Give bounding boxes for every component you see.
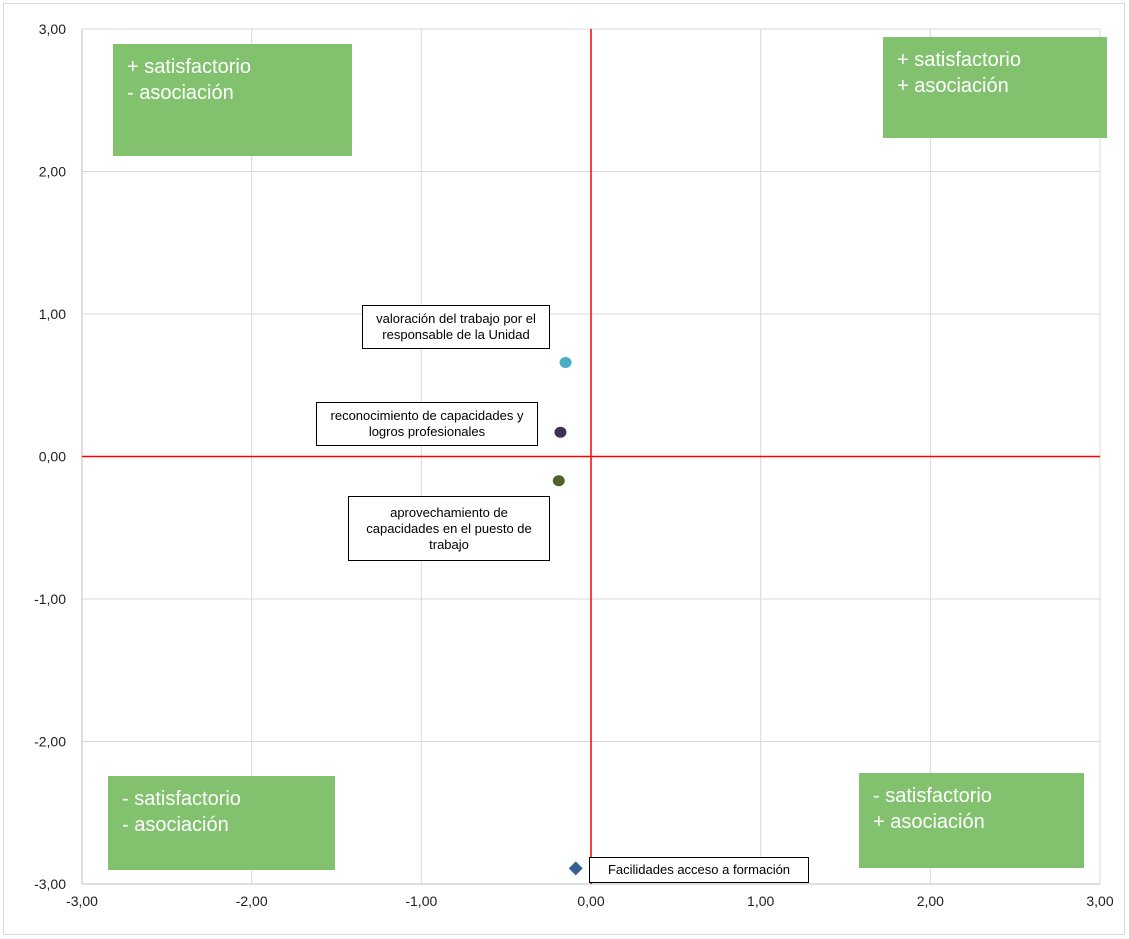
quadrant-bottom-left: - satisfactorio - asociación [108, 776, 335, 870]
data-point-1 [554, 427, 566, 438]
quadrant-bottom-left-line-1: - satisfactorio [122, 786, 321, 812]
quadrant-top-left-line-1: + satisfactorio [127, 54, 338, 80]
y-tick-label: -3,00 [34, 876, 66, 892]
quadrant-bottom-right: - satisfactorio + asociación [859, 773, 1084, 868]
point-label-facilidades: Facilidades acceso a formación [589, 857, 809, 883]
quadrant-bottom-left-line-2: - asociación [122, 812, 321, 838]
reference-lines [82, 29, 1100, 884]
quadrant-top-left-line-2: - asociación [127, 80, 338, 106]
y-tick-labels: 3,00 2,00 1,00 0,00 -1,00 -2,00 -3,00 [34, 21, 66, 892]
data-point-3 [569, 861, 583, 875]
x-tick-label: 2,00 [917, 893, 944, 909]
y-tick-label: 1,00 [39, 306, 66, 322]
x-tick-label: 0,00 [577, 893, 604, 909]
quadrant-bottom-right-line-1: - satisfactorio [873, 783, 1070, 809]
x-tick-label: -1,00 [405, 893, 437, 909]
x-tick-label: 1,00 [747, 893, 774, 909]
point-label-reconocimiento: reconocimiento de capacidades y logros p… [316, 402, 538, 446]
y-tick-label: -2,00 [34, 734, 66, 750]
point-label-aprovechamiento: aprovechamiento de capacidades en el pue… [348, 496, 550, 561]
point-label-valoracion: valoración del trabajo por el responsabl… [362, 305, 550, 349]
y-tick-label: 0,00 [39, 449, 66, 465]
quadrant-top-right: + satisfactorio + asociación [883, 37, 1107, 138]
quadrant-top-left: + satisfactorio - asociación [113, 44, 352, 156]
y-tick-label: 3,00 [39, 21, 66, 37]
data-points [553, 357, 583, 875]
x-tick-label: -2,00 [236, 893, 268, 909]
x-tick-label: 3,00 [1086, 893, 1113, 909]
quadrant-top-right-line-2: + asociación [897, 73, 1093, 99]
quadrant-bottom-right-line-2: + asociación [873, 809, 1070, 835]
quadrant-top-right-line-1: + satisfactorio [897, 47, 1093, 73]
x-tick-label: -3,00 [66, 893, 98, 909]
y-tick-label: -1,00 [34, 591, 66, 607]
data-point-2 [553, 475, 565, 486]
data-point-0 [560, 357, 572, 368]
x-tick-labels: -3,00 -2,00 -1,00 0,00 1,00 2,00 3,00 [66, 893, 1114, 909]
y-tick-label: 2,00 [39, 164, 66, 180]
